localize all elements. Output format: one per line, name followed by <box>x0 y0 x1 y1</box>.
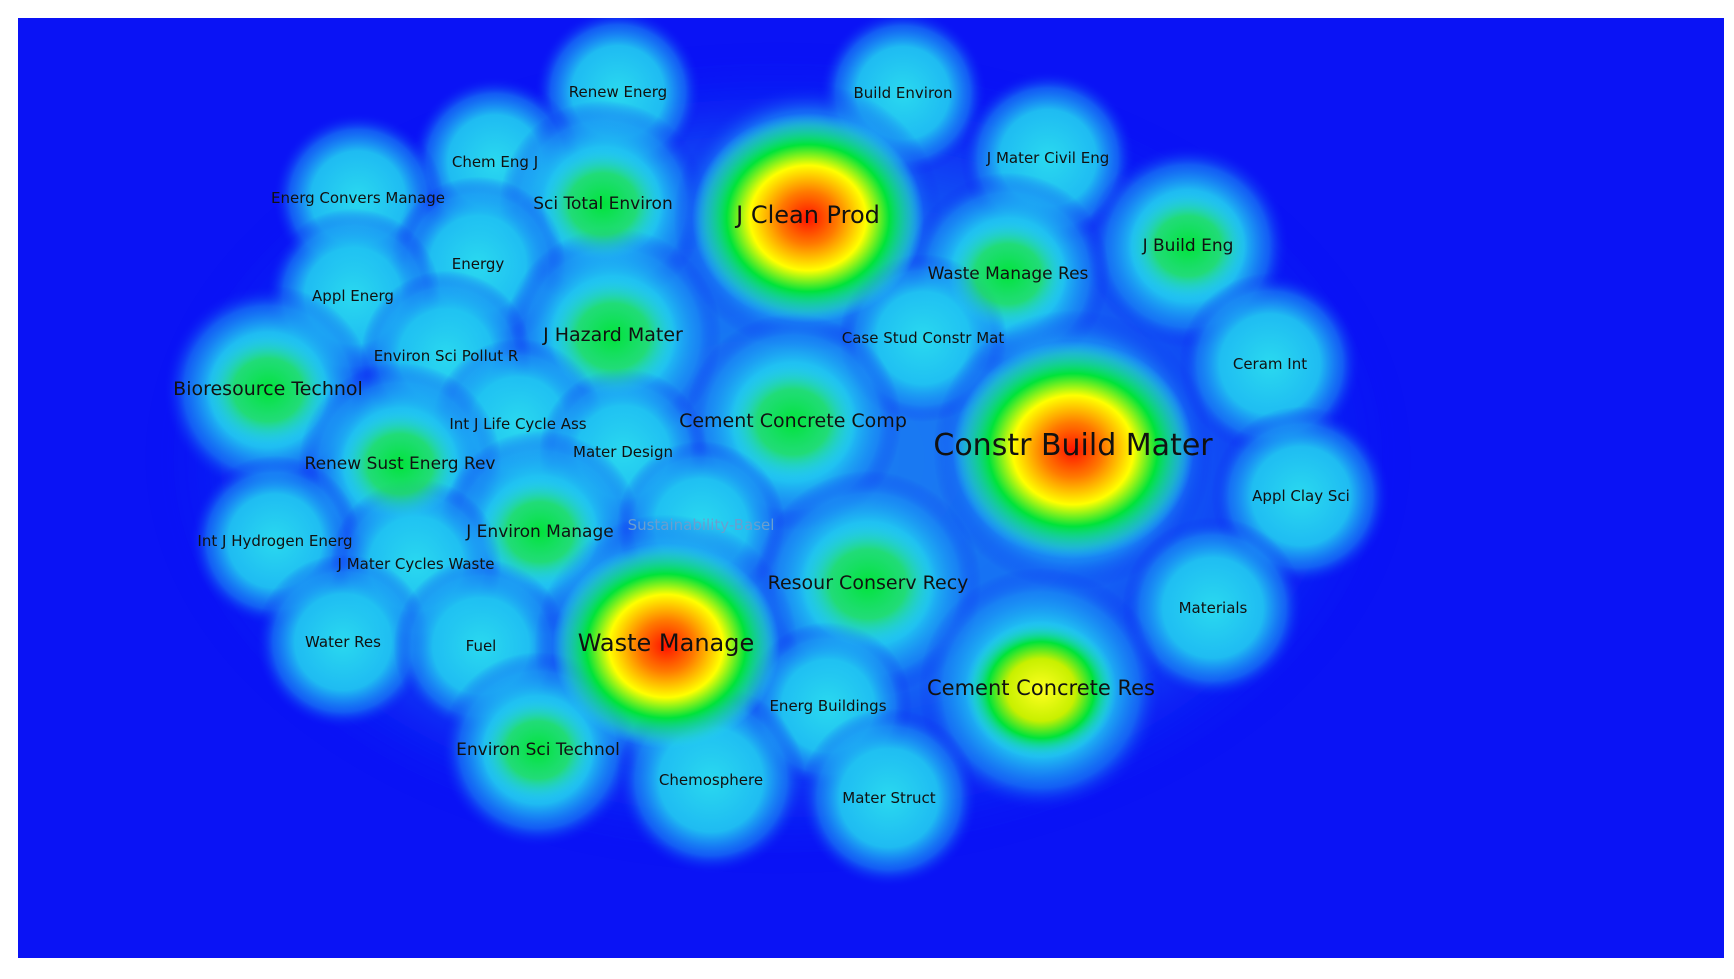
label-waste-manage-res: Waste Manage Res <box>928 264 1089 284</box>
label-energ-buildings: Energ Buildings <box>769 697 886 715</box>
label-mater-struct: Mater Struct <box>842 789 936 807</box>
label-j-build-eng: J Build Eng <box>1142 236 1234 256</box>
core-cement-concrete-res <box>964 621 1118 759</box>
label-environ-sci-technol: Environ Sci Technol <box>456 740 620 760</box>
core-cement-concrete-comp <box>727 362 859 482</box>
label-renew-sust-energ-rev: Renew Sust Energ Rev <box>305 454 496 474</box>
label-fuel: Fuel <box>466 637 497 655</box>
core-constr-build-mater <box>952 340 1194 560</box>
core-j-hazard-mater <box>547 276 679 396</box>
label-j-hazard-mater: J Hazard Mater <box>542 324 683 346</box>
label-int-j-life-cycle-ass: Int J Life Cycle Ass <box>449 415 586 433</box>
label-waste-manage: Waste Manage <box>578 629 755 657</box>
core-bioresource-technol <box>205 333 331 447</box>
label-chemosphere: Chemosphere <box>659 771 763 789</box>
label-resour-conserv-recy: Resour Conserv Recy <box>768 572 969 594</box>
label-ceram-int: Ceram Int <box>1233 355 1307 373</box>
label-constr-build-mater: Constr Build Mater <box>933 428 1213 463</box>
label-water-res: Water Res <box>305 633 381 651</box>
core-waste-manage <box>552 543 780 749</box>
label-environ-sci-pollut-r: Environ Sci Pollut R <box>374 347 519 365</box>
label-sustainability-basel: Sustainability-Basel <box>628 516 775 534</box>
label-j-mater-civil-eng: J Mater Civil Eng <box>986 149 1110 167</box>
label-j-clean-prod: J Clean Prod <box>734 201 880 229</box>
label-cement-concrete-res: Cement Concrete Res <box>927 676 1155 700</box>
core-j-environ-manage <box>479 477 601 587</box>
label-appl-clay-sci: Appl Clay Sci <box>1252 487 1350 505</box>
label-materials: Materials <box>1179 599 1248 617</box>
core-sci-total-environ <box>541 147 665 261</box>
core-waste-manage-res <box>947 219 1069 329</box>
label-energy: Energy <box>452 255 505 273</box>
density-map: Renew Energ Build Environ Chem Eng J J Mate… <box>18 18 1724 958</box>
halo-water-res <box>255 554 431 730</box>
core-j-clean-prod <box>691 112 925 324</box>
label-layer: Renew Energ Build Environ Chem Eng J J Mate… <box>173 83 1350 807</box>
label-j-environ-manage: J Environ Manage <box>465 522 613 542</box>
halo-mater-struct <box>799 708 979 888</box>
halo-materials <box>1122 517 1304 699</box>
label-mater-design: Mater Design <box>573 443 673 461</box>
label-chem-eng-j: Chem Eng J <box>452 153 538 171</box>
label-j-mater-cycles-waste: J Mater Cycles Waste <box>337 555 495 573</box>
label-appl-energ: Appl Energ <box>312 287 394 305</box>
core-resour-conserv-recy <box>798 521 938 647</box>
label-energ-convers-manage: Energ Convers Manage <box>271 189 445 207</box>
label-renew-energ: Renew Energ <box>569 83 667 101</box>
core-environ-sci-technol <box>480 697 596 803</box>
label-sci-total-environ: Sci Total Environ <box>533 194 672 214</box>
heat-layer <box>205 112 1249 803</box>
density-map-canvas: Renew Energ Build Environ Chem Eng J J Mate… <box>18 18 1724 958</box>
label-bioresource-technol: Bioresource Technol <box>173 378 363 400</box>
core-j-build-eng <box>1127 191 1249 301</box>
label-cement-concrete-comp: Cement Concrete Comp <box>679 410 907 432</box>
core-renew-sust-energ-rev <box>339 409 461 519</box>
label-case-stud-constr-mat: Case Stud Constr Mat <box>842 329 1005 347</box>
label-int-j-hydrogen-energ: Int J Hydrogen Energ <box>197 532 352 550</box>
label-build-environ: Build Environ <box>854 84 953 102</box>
